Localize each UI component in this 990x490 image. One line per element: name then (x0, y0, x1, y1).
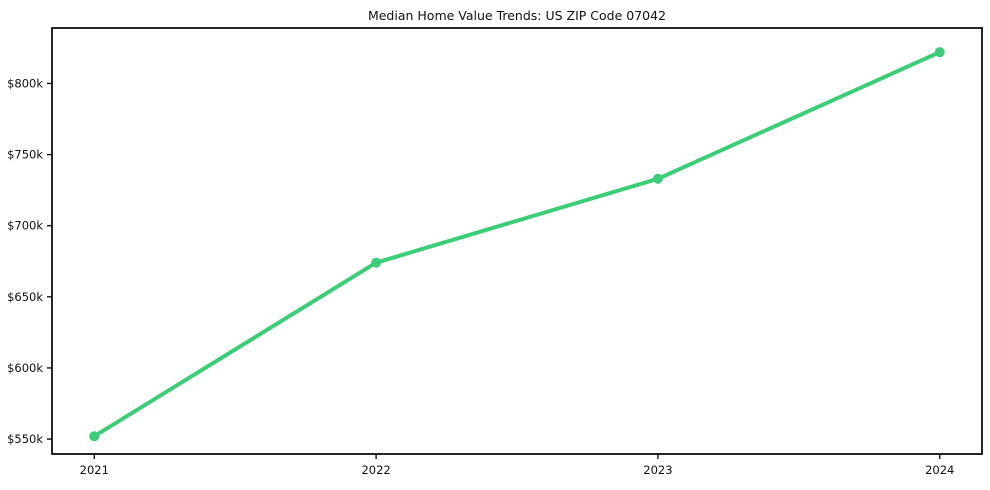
y-axis-tick-label: $650k (7, 290, 43, 304)
data-point-marker (371, 257, 382, 268)
x-axis-tick-label: 2024 (925, 463, 954, 477)
trend-line (92, 50, 942, 439)
x-axis-tick-label: 2022 (361, 463, 390, 477)
y-axis-tick-label: $800k (7, 76, 43, 90)
y-axis-tick-label: $700k (7, 219, 43, 233)
y-axis-tick-label: $750k (7, 148, 43, 162)
data-point-marker (652, 173, 663, 184)
x-axis-tick-label: 2021 (80, 463, 109, 477)
plot-frame (51, 27, 983, 455)
y-axis-tick-label: $600k (7, 361, 43, 375)
y-axis-tick-label: $550k (7, 432, 43, 446)
chart-title: Median Home Value Trends: US ZIP Code 07… (367, 8, 667, 23)
data-point-marker (934, 47, 945, 58)
data-point-marker (89, 431, 100, 442)
x-axis-tick-label: 2023 (643, 463, 672, 477)
